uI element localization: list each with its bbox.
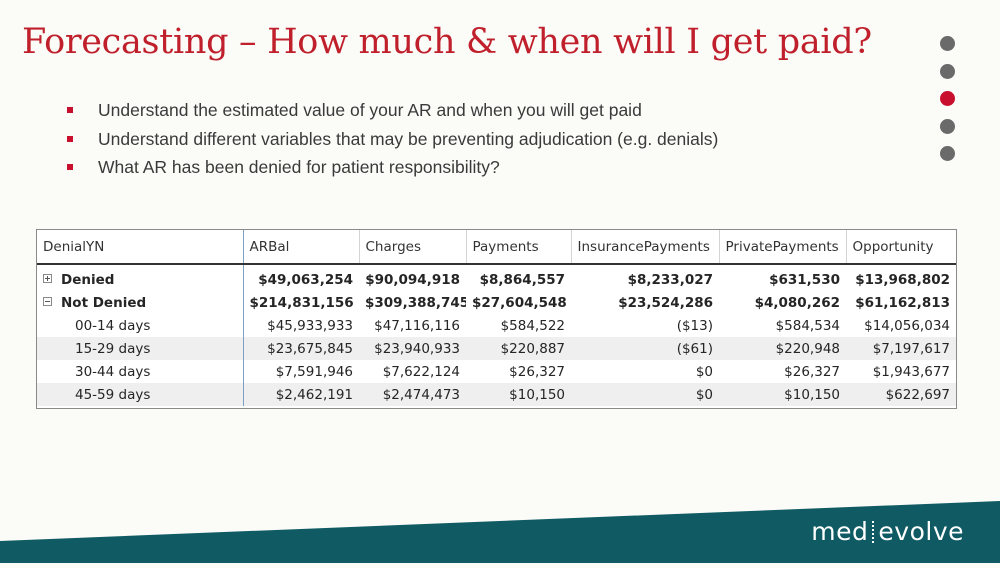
- table-row: 45-59 days $2,462,191 $2,474,473 $10,150…: [37, 383, 956, 406]
- cell-charges: $7,622,124: [382, 363, 460, 380]
- row-label-text: Denied: [61, 271, 115, 288]
- cell-opportunity: $14,056,034: [864, 317, 950, 334]
- slide-nav-dots: [940, 36, 955, 174]
- row-label-text: Not Denied: [61, 294, 147, 311]
- cell-payments: $8,864,557: [479, 271, 565, 288]
- cell-insurance-payments: $8,233,027: [627, 271, 713, 288]
- bullet-text: What AR has been denied for patient resp…: [98, 157, 500, 177]
- bullet-item: What AR has been denied for patient resp…: [64, 153, 718, 182]
- nav-dot-4[interactable]: [940, 118, 955, 134]
- cell-charges: $309,388,745: [365, 294, 466, 311]
- footer-band: [0, 501, 1000, 563]
- table-row: 15-29 days $23,675,845 $23,940,933 $220,…: [37, 337, 956, 360]
- nav-dot-2[interactable]: [940, 63, 955, 79]
- bullet-list: Understand the estimated value of your A…: [64, 96, 718, 182]
- cell-charges: $23,940,933: [359, 337, 466, 360]
- bullet-square-icon: [67, 135, 73, 142]
- cell-charges: $47,116,116: [374, 317, 460, 334]
- row-label: 45-59 days: [37, 383, 244, 406]
- column-header-charges[interactable]: Charges: [358, 230, 466, 265]
- cell-opportunity: $61,162,813: [855, 294, 950, 311]
- bullet-square-icon: [67, 107, 73, 113]
- cell-charges: $90,094,918: [365, 271, 460, 288]
- matrix-table: DenialYN ARBal Charges Payments Insuranc…: [36, 229, 957, 409]
- table-row: 00-14 days $45,933,933 $47,116,116 $584,…: [37, 314, 956, 337]
- cell-private-payments: $584,534: [775, 317, 840, 334]
- table-row-denied: Denied $49,063,254 $90,094,918 $8,864,55…: [37, 264, 956, 291]
- cell-insurance-payments: $0: [571, 383, 719, 406]
- cell-payments: $220,887: [466, 337, 571, 360]
- cell-arbal: $23,675,845: [243, 337, 359, 360]
- cell-opportunity: $7,197,617: [846, 337, 956, 360]
- cell-charges: $2,474,473: [359, 383, 466, 406]
- cell-insurance-payments: ($13): [676, 317, 713, 334]
- column-header-denialyn[interactable]: DenialYN: [37, 230, 244, 265]
- column-header-insurance-payments[interactable]: InsurancePayments: [570, 230, 719, 265]
- bullet-text: Understand the estimated value of your A…: [98, 100, 642, 120]
- nav-dot-5[interactable]: [940, 146, 955, 161]
- column-header-payments[interactable]: Payments: [465, 230, 571, 265]
- cell-private-payments: $4,080,262: [754, 294, 840, 311]
- footer-teal-shape: [0, 501, 1000, 563]
- cell-arbal: $45,933,933: [267, 317, 353, 334]
- cell-arbal: $7,591,946: [275, 363, 353, 380]
- cell-arbal: $214,831,156: [249, 294, 354, 311]
- logo-text-med: med: [811, 517, 869, 546]
- cell-opportunity: $13,968,802: [855, 271, 950, 288]
- row-label: 30-44 days: [37, 360, 244, 383]
- row-label: 00-14 days: [37, 314, 244, 337]
- cell-arbal: $2,462,191: [243, 383, 359, 406]
- bullet-item: Understand the estimated value of your A…: [64, 96, 718, 125]
- collapse-minus-icon[interactable]: [43, 296, 52, 306]
- column-header-arbal[interactable]: ARBal: [242, 230, 359, 265]
- table-row-not-denied: Not Denied $214,831,156 $309,388,745 $27…: [37, 291, 956, 314]
- cell-payments: $26,327: [509, 363, 565, 380]
- cell-payments: $27,604,548: [472, 294, 567, 311]
- logo-divider-icon: [872, 521, 875, 543]
- cell-payments: $10,150: [466, 383, 571, 406]
- cell-private-payments: $10,150: [719, 383, 846, 406]
- nav-dot-1[interactable]: [940, 36, 955, 51]
- row-label: 15-29 days: [37, 337, 244, 360]
- cell-arbal: $49,063,254: [258, 271, 353, 288]
- cell-insurance-payments: $23,524,286: [618, 294, 713, 311]
- cell-private-payments: $26,327: [784, 363, 840, 380]
- cell-insurance-payments: ($61): [571, 337, 719, 360]
- logo-text-evolve: evolve: [878, 517, 964, 546]
- bullet-text: Understand different variables that may …: [98, 128, 719, 149]
- expand-plus-icon[interactable]: [43, 273, 52, 283]
- bullet-item: Understand different variables that may …: [64, 125, 718, 154]
- row-label: Not Denied: [37, 291, 244, 314]
- cell-private-payments: $220,948: [719, 337, 846, 360]
- cell-opportunity: $622,697: [846, 383, 956, 406]
- row-label: Denied: [37, 264, 244, 291]
- bullet-square-icon: [67, 164, 73, 170]
- medevolve-logo: med evolve: [811, 517, 964, 546]
- column-header-opportunity[interactable]: Opportunity: [845, 230, 956, 265]
- cell-payments: $584,522: [500, 317, 565, 334]
- column-header-private-payments[interactable]: PrivatePayments: [718, 230, 846, 265]
- table-header-row: DenialYN ARBal Charges Payments Insuranc…: [37, 230, 956, 265]
- table-row: 30-44 days $7,591,946 $7,622,124 $26,327…: [37, 360, 956, 383]
- slide-title: Forecasting – How much & when will I get…: [22, 22, 872, 62]
- cell-insurance-payments: $0: [695, 363, 713, 380]
- cell-private-payments: $631,530: [769, 271, 840, 288]
- nav-dot-3-active[interactable]: [940, 91, 955, 106]
- cell-opportunity: $1,943,677: [872, 363, 950, 380]
